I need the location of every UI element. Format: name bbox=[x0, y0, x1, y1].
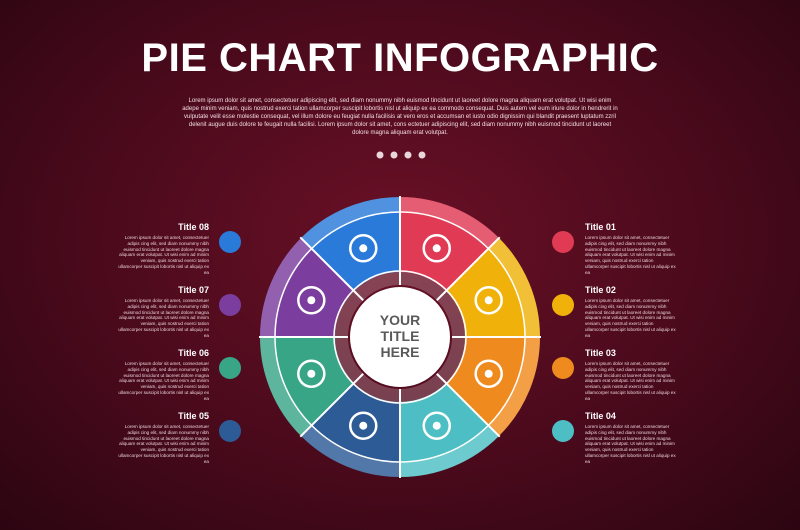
icon bbox=[297, 359, 326, 388]
segment-inner bbox=[400, 373, 447, 403]
center-title: YOUR TITLE HERE bbox=[379, 312, 421, 360]
item-dot bbox=[219, 231, 241, 253]
page-dot bbox=[390, 151, 398, 159]
page-dot bbox=[404, 151, 412, 159]
icon bbox=[432, 244, 441, 253]
item-title: Title 07 bbox=[178, 285, 209, 295]
icon bbox=[349, 234, 378, 263]
separator bbox=[436, 373, 501, 438]
icon bbox=[474, 286, 503, 315]
icon bbox=[474, 359, 503, 388]
icon bbox=[297, 286, 326, 315]
ring bbox=[333, 270, 467, 404]
item-text: Lorem ipsum dolor sit amet, consectetuer… bbox=[118, 424, 209, 464]
page-dot bbox=[418, 151, 426, 159]
item-dot bbox=[219, 357, 241, 379]
item-title: Title 01 bbox=[585, 222, 616, 232]
segment-inner bbox=[400, 271, 447, 301]
icon bbox=[422, 411, 451, 440]
item-title: Title 05 bbox=[178, 411, 209, 421]
ring bbox=[274, 211, 526, 463]
icon bbox=[422, 234, 451, 263]
separator bbox=[299, 236, 364, 301]
item-title: Title 04 bbox=[585, 411, 616, 421]
item-text: Lorem ipsum dolor sit amet, consectetuer… bbox=[118, 235, 209, 275]
item-title: Title 02 bbox=[585, 285, 616, 295]
icon bbox=[432, 421, 441, 430]
icon bbox=[359, 244, 368, 253]
item-dot bbox=[219, 420, 241, 442]
icon bbox=[484, 369, 493, 378]
item-text: Lorem ipsum dolor sit amet, consectetuer… bbox=[585, 361, 676, 401]
item-title: Title 06 bbox=[178, 348, 209, 358]
item-dot bbox=[552, 420, 574, 442]
separator bbox=[299, 373, 364, 438]
item-text: Lorem ipsum dolor sit amet, consectetuer… bbox=[585, 424, 676, 464]
segment-inner bbox=[334, 290, 364, 337]
segment-inner bbox=[353, 373, 400, 403]
item-dot bbox=[552, 231, 574, 253]
item-text: Lorem ipsum dolor sit amet, consectetuer… bbox=[118, 298, 209, 338]
segment-inner bbox=[353, 271, 400, 301]
item-text: Lorem ipsum dolor sit amet, consectetuer… bbox=[585, 298, 676, 338]
page-title: PIE CHART INFOGRAPHIC bbox=[141, 36, 659, 80]
item-dot bbox=[552, 357, 574, 379]
center-disc bbox=[350, 287, 450, 387]
item-dot bbox=[219, 294, 241, 316]
item-title: Title 03 bbox=[585, 348, 616, 358]
segment-inner bbox=[334, 337, 364, 384]
separator bbox=[436, 236, 501, 301]
segment-inner bbox=[436, 337, 467, 384]
item-dot bbox=[552, 294, 574, 316]
item-title: Title 08 bbox=[178, 222, 209, 232]
icon bbox=[484, 296, 493, 305]
icon bbox=[307, 369, 316, 378]
item-text: Lorem ipsum dolor sit amet, consectetuer… bbox=[585, 235, 676, 275]
description: Lorem ipsum dolor sit amet, consectetuer… bbox=[182, 98, 618, 136]
icon bbox=[359, 421, 368, 430]
segment-inner bbox=[436, 290, 467, 337]
icon bbox=[307, 296, 316, 305]
item-text: Lorem ipsum dolor sit amet, consectetuer… bbox=[118, 361, 209, 401]
icon bbox=[349, 411, 378, 440]
page-dot bbox=[376, 151, 384, 159]
